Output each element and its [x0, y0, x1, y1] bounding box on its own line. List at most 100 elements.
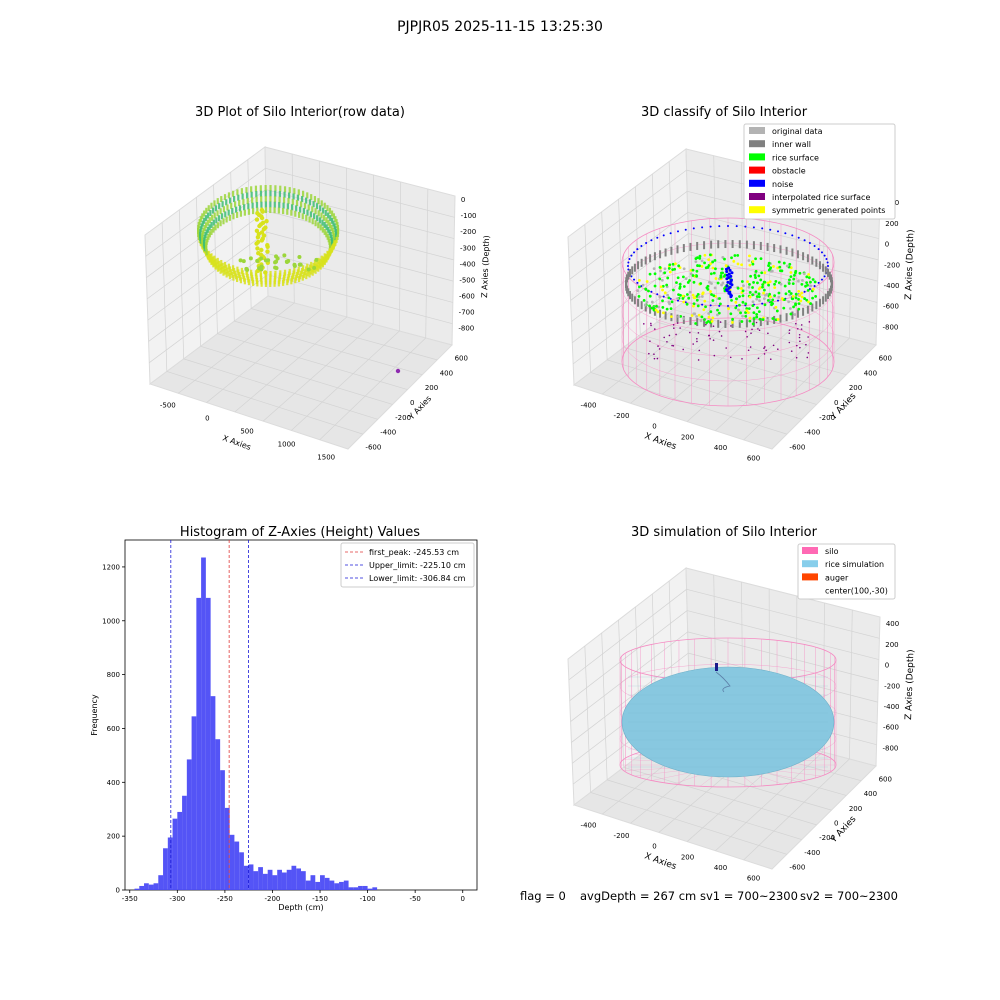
point: [301, 213, 304, 220]
legend-label: center(100,-30): [825, 587, 888, 596]
point: [215, 217, 218, 224]
point: [724, 319, 727, 328]
point: [659, 269, 662, 273]
y-tick-label: -600: [365, 444, 381, 452]
point: [263, 270, 268, 275]
point: [252, 208, 255, 215]
point: [709, 272, 713, 276]
point: [800, 282, 804, 286]
point: [760, 271, 764, 275]
point: [309, 268, 313, 275]
grid-line: [265, 167, 455, 218]
point: [802, 252, 805, 261]
legend-label: rice simulation: [825, 560, 884, 569]
point: [254, 217, 260, 222]
point: [294, 210, 297, 217]
histogram-bar: [372, 887, 378, 890]
point: [703, 318, 706, 327]
point: [652, 267, 656, 270]
point: [750, 332, 752, 334]
y-tick-label: -600: [789, 444, 805, 452]
point: [782, 261, 786, 265]
point: [666, 293, 669, 297]
point: [763, 347, 765, 350]
point: [797, 297, 800, 301]
point: [201, 213, 204, 220]
point: [788, 307, 792, 310]
point: [207, 205, 210, 212]
point: [755, 312, 759, 316]
point: [306, 192, 309, 199]
point: [703, 318, 706, 321]
histogram-bar: [339, 881, 344, 890]
x-ticks: -350 -300 -250 -200 -150 -100 -50 0: [122, 890, 465, 903]
point: [661, 299, 664, 303]
point: [727, 305, 729, 307]
point: [684, 301, 687, 304]
point: [671, 344, 673, 347]
point: [645, 242, 648, 245]
point: [643, 303, 647, 307]
point: [230, 269, 233, 276]
point: [702, 308, 706, 312]
point: [716, 281, 720, 285]
point: [772, 344, 775, 347]
point: [761, 285, 764, 289]
point: [718, 297, 721, 300]
point: [817, 281, 820, 284]
point: [705, 323, 707, 326]
point: [785, 313, 788, 322]
point: [666, 276, 670, 280]
y-tick-label: 1200: [102, 563, 120, 571]
point: [757, 310, 761, 314]
x-axis-label: X Axies: [221, 433, 252, 452]
point: [688, 279, 691, 282]
point: [679, 327, 681, 329]
point: [719, 275, 723, 279]
y-tick-label: 600: [879, 354, 892, 362]
z-tick-label: -800: [883, 323, 899, 331]
y-tick-label: -200: [819, 414, 835, 422]
point: [226, 267, 229, 274]
histogram-bar: [301, 871, 306, 890]
point: [751, 300, 755, 304]
point: [648, 272, 652, 276]
point: [255, 196, 258, 203]
point: [669, 232, 672, 235]
point: [682, 300, 686, 304]
grid-line: [247, 159, 252, 309]
point: [767, 283, 770, 287]
point: [648, 352, 650, 355]
point: [807, 276, 811, 280]
point: [758, 317, 762, 321]
histogram-bar: [291, 865, 297, 890]
z-tick-label: -600: [459, 292, 475, 300]
point: [313, 196, 317, 203]
point: [301, 196, 304, 203]
point: [264, 201, 267, 208]
point: [640, 245, 643, 247]
auger: [715, 663, 731, 693]
point: [697, 332, 700, 334]
point: [809, 284, 813, 288]
point: [794, 296, 798, 300]
point: [689, 317, 692, 326]
point: [713, 258, 717, 262]
point: [828, 288, 831, 297]
point: [721, 281, 725, 285]
point: [292, 264, 297, 269]
point: [264, 196, 267, 203]
point: [685, 302, 689, 306]
x-tick-label: -200: [265, 895, 281, 903]
point: [315, 203, 319, 210]
point: [765, 349, 767, 352]
point: [763, 293, 767, 297]
point: [631, 266, 634, 275]
point: [648, 294, 652, 298]
point: [791, 294, 795, 298]
point: [771, 298, 775, 302]
histogram-bar: [177, 811, 183, 890]
point: [741, 289, 745, 293]
point: [797, 307, 801, 311]
point: [719, 321, 722, 323]
